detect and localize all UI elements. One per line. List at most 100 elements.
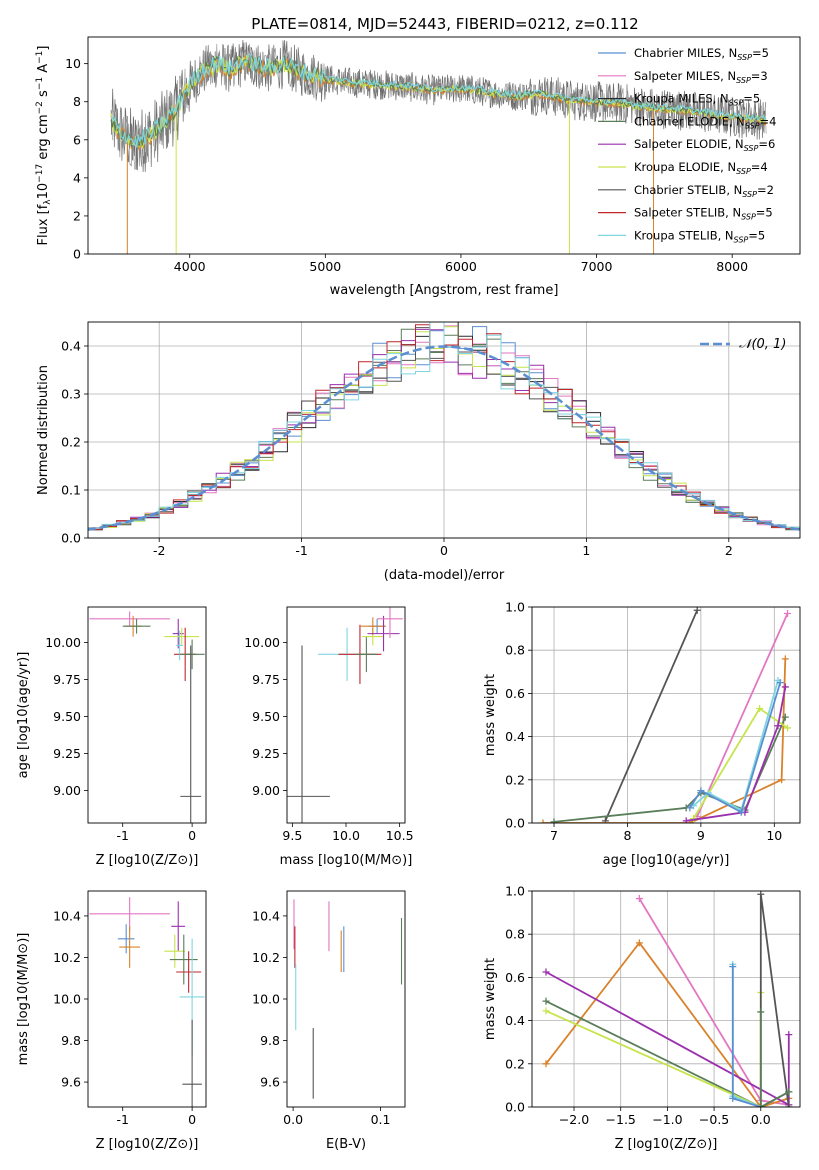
y-tick-label: 9.00 <box>252 783 280 798</box>
x-tick-label: 0.0 <box>751 1112 771 1127</box>
y-tick-label: 10 <box>65 56 81 71</box>
y-tick-label: 0.6 <box>505 970 525 985</box>
x-axis-label: wavelength [Angstrom, rest frame] <box>330 283 559 298</box>
y-tick-label: 9.6 <box>61 1075 81 1090</box>
x-tick-label: -1 <box>116 1112 128 1127</box>
weight-point-marker <box>635 895 643 903</box>
axes-residuals: -2 -1 0 1 2 0.0 0.1 0.2 0.3 0.4 <box>61 322 800 558</box>
y-axis-label: mass weight <box>483 674 498 756</box>
weight-point-marker <box>757 1008 765 1016</box>
legend-entry: Chabrier ELODIE, NSSP=4 <box>634 114 776 130</box>
x-tick-label: 0 <box>188 1112 196 1127</box>
x-tick-label: 0 <box>440 543 448 558</box>
weight-point-marker <box>781 655 789 663</box>
weight-series-line <box>759 894 790 1107</box>
y-tick-label: 9.8 <box>260 1033 280 1048</box>
x-axis-label: Z [log10(Z/Z⊙)] <box>96 853 199 868</box>
axes-frame <box>87 606 207 824</box>
gaussian-curve <box>88 345 800 531</box>
x-tick-label: -1 <box>116 828 128 843</box>
weight-point-marker <box>784 609 792 617</box>
y-axis-label: age [log10(age/yr)] <box>16 652 31 779</box>
y-tick-label: 0.2 <box>505 772 525 787</box>
x-tick-label: -2 <box>153 543 165 558</box>
x-tick-label: −1.5 <box>606 1112 636 1127</box>
legend-entry: Salpeter MILES, NSSP=3 <box>634 69 768 85</box>
y-tick-label: 10.2 <box>53 950 81 965</box>
y-tick-label: 10.00 <box>244 635 280 650</box>
x-tick-label: 8000 <box>716 259 748 274</box>
y-tick-label: 4 <box>73 170 81 185</box>
weight-point-marker <box>778 776 786 784</box>
y-tick-label: 10.0 <box>53 992 81 1007</box>
y-axis-label: mass weight <box>483 958 498 1040</box>
y-tick-label: 0.0 <box>505 1100 525 1115</box>
x-tick-label: 10 <box>766 828 782 843</box>
y-tick-label: 10.4 <box>53 908 81 923</box>
x-axis-label: age [log10(age/yr)] <box>603 853 730 868</box>
x-tick-label: 9.5 <box>282 828 302 843</box>
y-tick-label: 9.25 <box>252 746 280 761</box>
y-tick-label: 0.3 <box>61 387 81 402</box>
y-tick-label: 10.00 <box>45 635 81 650</box>
errorbar-group <box>287 607 403 823</box>
y-tick-label: 9.75 <box>53 672 81 687</box>
weight-point-marker <box>737 808 745 816</box>
weight-series-line <box>545 941 790 1107</box>
x-axis-label: E(B-V) <box>326 1137 366 1152</box>
y-tick-label: 1.0 <box>505 600 525 615</box>
x-tick-label: 10.5 <box>386 828 414 843</box>
y-tick-label: 8 <box>73 94 81 109</box>
weight-point-marker <box>757 891 765 898</box>
weight-point-marker <box>542 997 550 1005</box>
x-tick-label: -1 <box>295 543 307 558</box>
y-tick-label: 9.00 <box>53 783 81 798</box>
spectrum-data-line-2 <box>112 43 767 170</box>
weight-series-line <box>689 682 782 814</box>
x-axis-label: (data-model)/error <box>384 568 505 583</box>
axes-frame <box>87 36 801 255</box>
y-axis-label: Normed distribution <box>36 365 51 495</box>
x-tick-label: 7000 <box>581 259 613 274</box>
histogram-group <box>88 322 800 533</box>
x-tick-label: 0 <box>188 828 196 843</box>
axes-mass_weight_vs_age: 7 8 9 10 0.0 0.2 0.4 0.6 0.8 1.0 <box>505 600 800 843</box>
y-tick-label: 0.6 <box>505 686 525 701</box>
legend-entry: Chabrier STELIB, NSSP=2 <box>634 183 774 199</box>
y-tick-label: 0.0 <box>61 531 81 546</box>
legend-entry: Chabrier MILES, NSSP=5 <box>634 46 769 62</box>
weight-series-line <box>545 992 762 1107</box>
x-tick-label: 1 <box>582 543 590 558</box>
weight-series-line <box>543 658 787 823</box>
errorbar-group <box>89 897 205 1107</box>
axes-frame <box>286 890 406 1108</box>
weight-point-marker <box>785 1031 793 1039</box>
y-tick-label: 0.8 <box>505 927 525 942</box>
y-tick-label: 1.0 <box>505 884 525 899</box>
errorbar-group <box>293 899 403 1099</box>
weight-series-line <box>731 964 762 1107</box>
x-tick-label: 4000 <box>174 259 206 274</box>
y-tick-label: 9.75 <box>252 672 280 687</box>
weight-point-marker <box>757 1103 765 1107</box>
weight-point-marker <box>785 1103 793 1107</box>
weight-point-marker <box>776 679 784 687</box>
axes-frame <box>87 321 801 539</box>
weight-point-marker <box>785 1088 793 1096</box>
figure-title: PLATE=0814, MJD=52443, FIBERID=0212, z=0… <box>251 15 638 33</box>
axes-age_vs_mass: 9.5 10.0 10.5 9.00 9.25 9.50 9.75 10.00 <box>244 635 413 843</box>
axes-mass_vs_EBV: 0.0 0.1 9.6 9.8 10.0 10.2 10.4 <box>252 908 390 1127</box>
legend-entry: Kroupa MILES, NSSP=5 <box>634 92 760 108</box>
y-tick-label: 10.4 <box>252 908 280 923</box>
weight-series-line <box>692 680 779 812</box>
weight-point-marker <box>542 1060 550 1068</box>
weight-series-line <box>686 686 787 822</box>
weight-point-marker <box>635 939 643 947</box>
x-tick-label: 0.0 <box>283 1112 303 1127</box>
legend-entry: Salpeter ELODIE, NSSP=6 <box>634 137 775 153</box>
y-tick-label: 0.1 <box>61 483 81 498</box>
y-tick-label: 9.25 <box>53 746 81 761</box>
weight-point-marker <box>774 722 782 730</box>
